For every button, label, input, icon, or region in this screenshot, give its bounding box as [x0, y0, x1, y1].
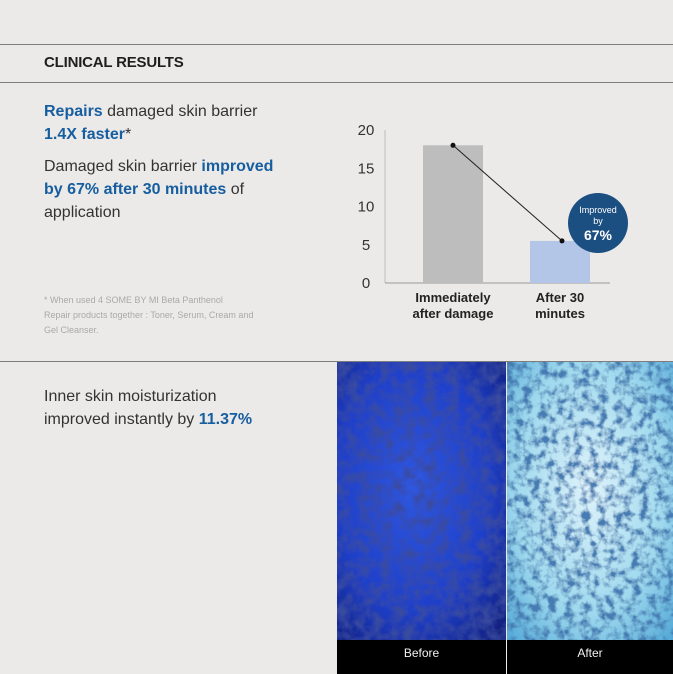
claim-improved-text2: of [226, 181, 245, 198]
claim-improved: Damaged skin barrier improved by 67% aft… [44, 155, 273, 224]
claim-improved-highlight2: by 67% after 30 minutes [44, 181, 227, 198]
bar-chart: 0 5 10 15 20 Immediately after damage After 30 m… [358, 122, 628, 321]
claim-repairs-text: damaged skin barrier [102, 103, 258, 120]
footnote: * When used 4 SOME BY MI Beta Panthenol … [44, 293, 284, 338]
section-divider [0, 361, 673, 362]
y-tick-label: 15 [358, 160, 375, 177]
y-tick-label: 20 [358, 122, 375, 139]
claim-improved-text1: Damaged skin barrier [44, 158, 202, 175]
footnote-line: Gel Cleanser. [44, 325, 99, 335]
footnote-line: * When used 4 SOME BY MI Beta Panthenol [44, 295, 223, 305]
badge-label: by [593, 216, 603, 226]
claim-moisture-text2: improved instantly by [44, 411, 199, 428]
trend-point [559, 238, 565, 244]
after-photo: After [507, 362, 673, 674]
y-tick-label: 0 [362, 275, 370, 292]
y-tick-label: 10 [358, 199, 375, 216]
footnote-line: Repair products together : Toner, Serum,… [44, 310, 254, 320]
claim-improved-highlight1: improved [201, 158, 274, 175]
claim-moisture: Inner skin moisturization improved insta… [44, 385, 252, 431]
header-divider [0, 82, 673, 83]
top-divider [0, 44, 673, 45]
claim-repairs-highlight: Repairs [44, 103, 103, 120]
claim-moisture-text1: Inner skin moisturization [44, 388, 217, 405]
before-skin-image [337, 362, 506, 640]
bar [530, 240, 590, 283]
x-tick-label: Immediately after damage [413, 290, 494, 321]
trend-connector [452, 144, 563, 242]
section-title: CLINICAL RESULTS [44, 54, 184, 71]
claim-faster-highlight: 1.4X faster [44, 126, 125, 143]
claim-improved-text3: application [44, 204, 121, 221]
x-tick-label: After 30 minutes [535, 290, 585, 321]
y-tick-label: 5 [362, 237, 370, 254]
trend-point [450, 142, 456, 148]
improvement-badge [568, 193, 628, 253]
after-skin-image [507, 362, 673, 640]
after-caption: After [577, 646, 603, 660]
before-photo: Before [337, 362, 506, 674]
claim-moisture-highlight: 11.37% [198, 411, 253, 428]
claim-repairs: Repairs damaged skin barrier 1.4X faster… [44, 100, 257, 146]
badge-label: Improved [579, 205, 617, 215]
claim-asterisk: * [124, 126, 132, 143]
before-caption: Before [403, 646, 440, 660]
badge-value: 67% [584, 227, 613, 243]
bar [423, 145, 483, 283]
